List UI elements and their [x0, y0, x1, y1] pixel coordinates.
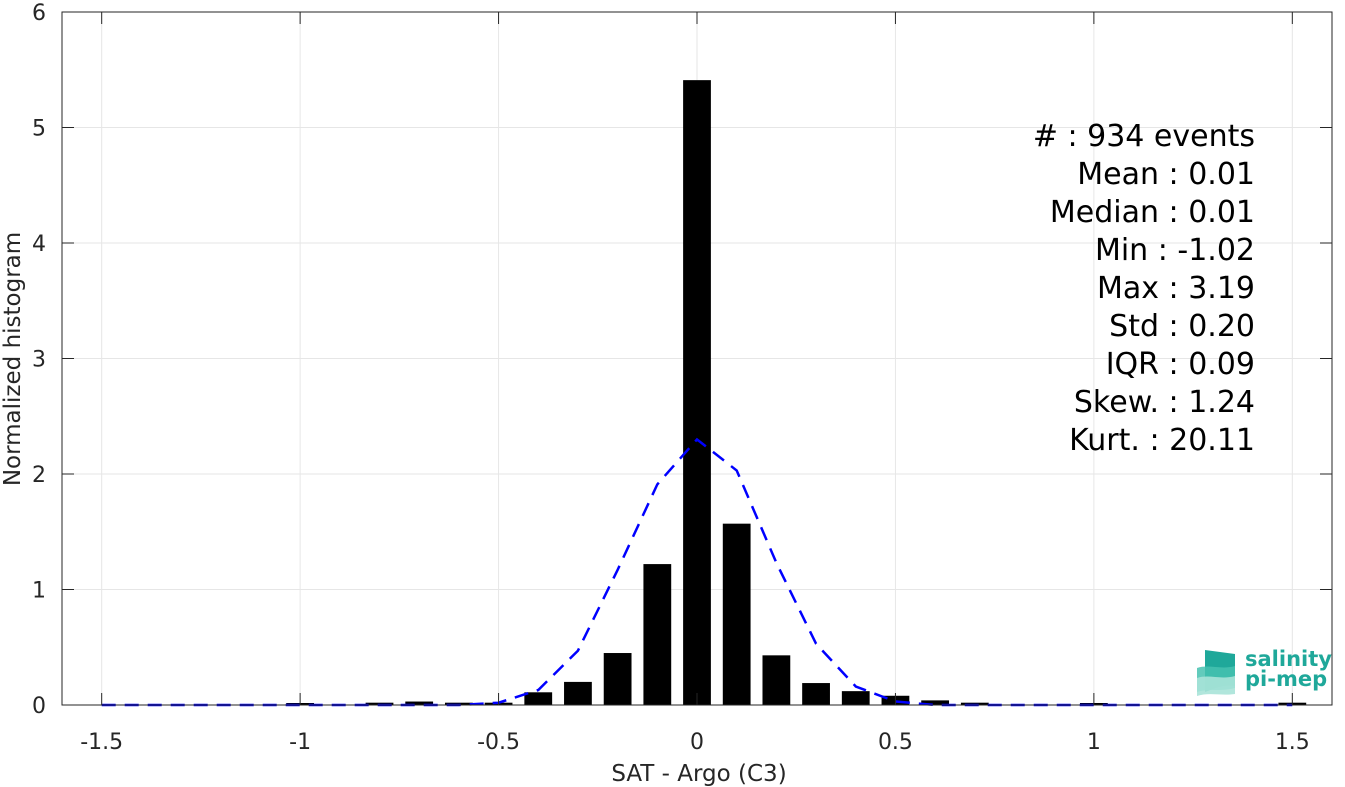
histogram-bar-11: [524, 692, 553, 705]
histogram-bar-8: [405, 701, 434, 705]
x-tick-label-1: -1: [289, 730, 311, 755]
stat-line-0: # : 934 events: [1033, 119, 1255, 154]
y-axis-ticks: 0 1 2 3 4 5 6: [32, 1, 1332, 719]
y-axis-label: Normalized histogram: [0, 232, 26, 486]
x-tick-label-4: 0.5: [878, 730, 913, 755]
logo-line-1: salinity: [1245, 647, 1332, 671]
stat-line-7: Skew. : 1.24: [1074, 385, 1255, 420]
x-axis-label: SAT - Argo (C3): [611, 761, 786, 787]
x-tick-label-6: 1.5: [1275, 730, 1310, 755]
histogram-bar-16: [722, 523, 751, 705]
histogram-bar-13: [603, 653, 632, 705]
y-tick-label-1: 1: [32, 579, 46, 604]
stat-line-2: Median : 0.01: [1050, 195, 1255, 230]
stat-line-4: Max : 3.19: [1097, 271, 1255, 306]
y-tick-label-5: 5: [32, 117, 46, 142]
wave-logo-icon: [1197, 650, 1235, 696]
histogram-bar-21: [921, 700, 950, 705]
y-tick-label-2: 2: [32, 463, 46, 488]
stat-line-1: Mean : 0.01: [1077, 157, 1255, 192]
y-tick-label-4: 4: [32, 232, 46, 257]
x-axis-ticks: -1.5 -1 -0.5 0 0.5 1 1.5: [80, 12, 1310, 755]
x-tick-label-2: -0.5: [477, 730, 520, 755]
fit-curve: [101, 437, 1293, 707]
stat-line-3: Min : -1.02: [1095, 233, 1255, 268]
histogram-bar-15: [683, 80, 711, 705]
histogram-bar-18: [802, 683, 830, 705]
histogram-bar-14: [643, 564, 672, 705]
histogram-bar-12: [564, 681, 592, 705]
x-tick-label-3: 0: [690, 730, 704, 755]
x-tick-label-5: 1: [1087, 730, 1101, 755]
stat-line-6: IQR : 0.09: [1106, 347, 1255, 382]
y-tick-label-0: 0: [32, 694, 46, 719]
histogram-bar-17: [762, 655, 791, 705]
stat-line-5: Std : 0.20: [1109, 309, 1255, 344]
y-tick-label-3: 3: [32, 348, 46, 373]
stat-line-8: Kurt. : 20.11: [1069, 423, 1255, 458]
histogram-bar-19: [841, 691, 870, 705]
logo-line-2: pi-mep: [1245, 667, 1327, 691]
x-tick-label-0: -1.5: [80, 730, 123, 755]
salinity-pi-mep-logo: salinity pi-mep: [1197, 647, 1332, 696]
y-tick-label-6: 6: [32, 1, 46, 26]
